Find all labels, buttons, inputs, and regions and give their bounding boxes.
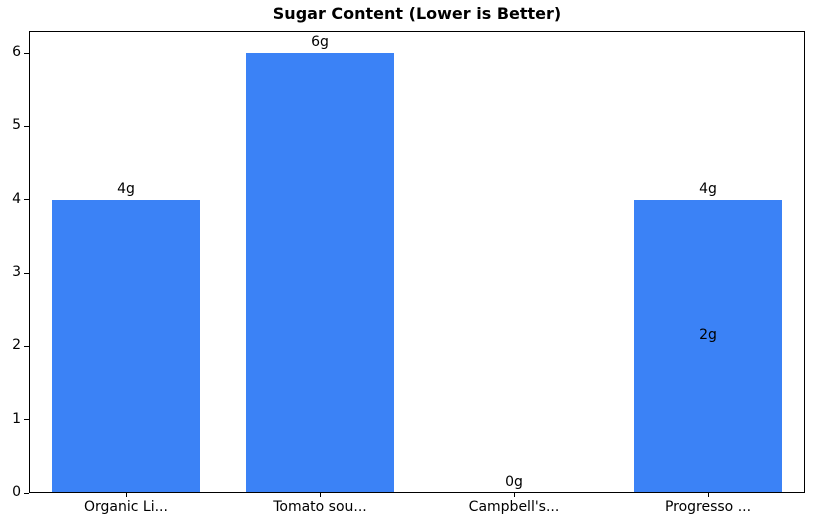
y-tick-mark bbox=[24, 492, 29, 494]
y-tick-mark bbox=[24, 345, 29, 347]
bar bbox=[52, 199, 200, 493]
x-tick-label: Progresso ... bbox=[664, 499, 752, 515]
bar bbox=[634, 199, 782, 493]
bar-value-label: 4g bbox=[117, 180, 135, 197]
x-tick-mark bbox=[126, 493, 127, 497]
chart-title: Sugar Content (Lower is Better) bbox=[272, 4, 562, 23]
y-tick-label: 2 bbox=[12, 337, 21, 354]
y-tick-mark bbox=[24, 272, 29, 274]
x-tick-label: Tomato sou... bbox=[273, 499, 367, 515]
y-tick-mark bbox=[24, 52, 29, 54]
y-tick-label: 6 bbox=[12, 44, 21, 60]
y-tick-mark bbox=[24, 125, 29, 127]
x-tick-mark bbox=[320, 493, 321, 497]
bar-value-label: 4g bbox=[699, 180, 717, 197]
bar-value-label: 6g bbox=[311, 34, 329, 50]
y-tick-label: 1 bbox=[12, 410, 21, 427]
x-tick-label: Campbell's... bbox=[468, 499, 560, 515]
y-tick-label: 3 bbox=[12, 264, 21, 280]
bar-value-label: 0g bbox=[505, 474, 523, 490]
bar bbox=[246, 53, 394, 493]
x-tick-mark bbox=[514, 493, 515, 497]
x-tick-mark bbox=[708, 493, 709, 497]
y-tick-mark bbox=[24, 199, 29, 201]
y-tick-label: 4 bbox=[12, 190, 21, 207]
y-tick-label: 0 bbox=[12, 484, 21, 500]
x-tick-label: Organic Li... bbox=[84, 499, 168, 515]
overlay-bar-label: 2g bbox=[699, 327, 717, 344]
y-tick-label: 5 bbox=[12, 117, 21, 134]
y-tick-mark bbox=[24, 419, 29, 421]
